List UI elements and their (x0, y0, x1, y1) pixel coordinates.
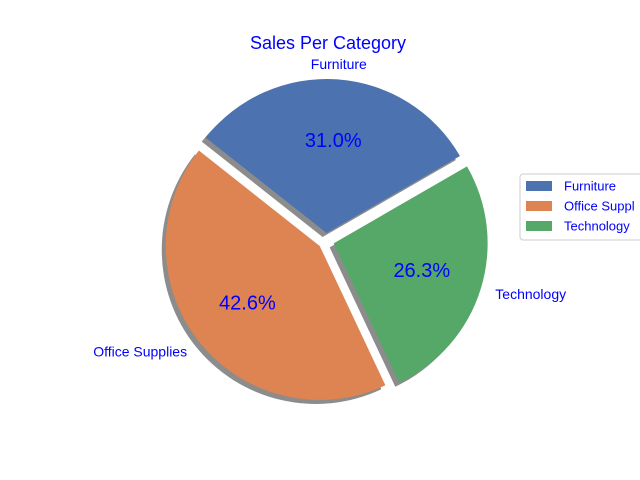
category-label-furniture: Furniture (311, 56, 367, 72)
percent-label-office-supplies: 42.6% (219, 292, 276, 314)
legend-swatch-office-supplies (526, 201, 552, 211)
legend-label-technology: Technology (564, 219, 630, 234)
percent-label-technology: 26.3% (393, 260, 450, 282)
pie-slices (165, 79, 488, 400)
legend: Furniture Office Suppl Technology (519, 173, 640, 241)
pie-slice-office-supplies (165, 150, 386, 400)
chart-title: Sales Per Category (250, 33, 406, 53)
category-label-technology: Technology (495, 286, 566, 302)
pie-slice-technology (333, 166, 488, 383)
legend-swatch-furniture (526, 181, 552, 191)
legend-label-office-supplies: Office Suppl (564, 199, 635, 214)
slice-labels: 31.0% Furniture 42.6% Office Supplies 26.3% T… (93, 56, 566, 359)
pie-slice-furniture (205, 79, 460, 234)
legend-swatch-technology (526, 221, 552, 231)
percent-label-furniture: 31.0% (305, 130, 362, 152)
category-label-office-supplies: Office Supplies (93, 343, 187, 359)
legend-label-furniture: Furniture (564, 179, 616, 194)
